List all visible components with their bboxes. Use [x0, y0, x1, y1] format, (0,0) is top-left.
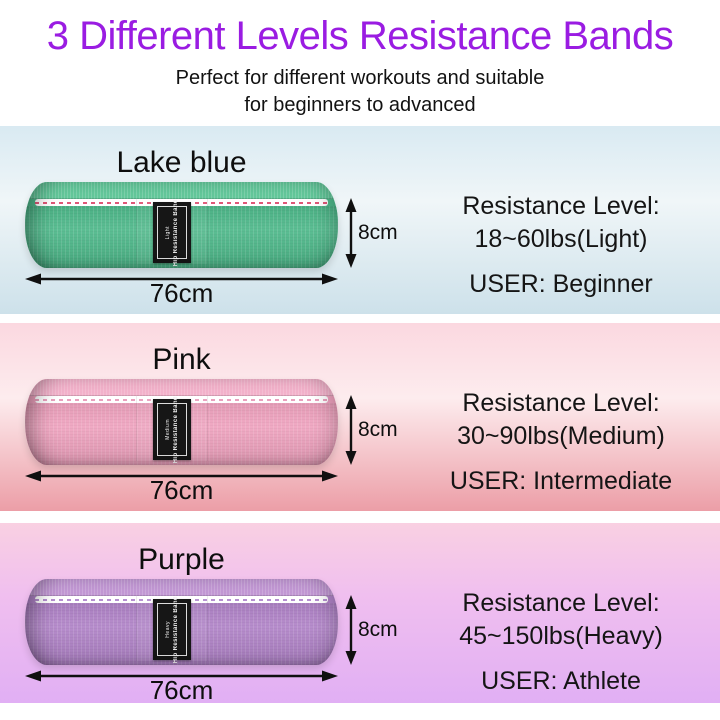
- height-label: 8cm: [358, 418, 398, 441]
- height-arrow-icon: [345, 198, 357, 268]
- resistance-level-value: 18~60lbs(Light): [474, 225, 648, 253]
- band-tag-frame: Light Hip Resistance Band: [157, 199, 188, 266]
- width-label: 76cm: [149, 675, 214, 705]
- band-illustration: Medium Hip Resistance Band: [25, 379, 338, 465]
- band-tag-level: Medium: [165, 419, 172, 440]
- subtitle-line-1: Perfect for different workouts and suita…: [175, 67, 545, 89]
- user-label: USER: Intermediate: [449, 467, 673, 495]
- color-name-label: Purple: [138, 543, 225, 576]
- height-dimension: 8cm: [343, 595, 398, 665]
- height-arrow-icon: [345, 395, 357, 465]
- height-label: 8cm: [358, 618, 398, 641]
- band-top-rim: [25, 379, 338, 396]
- band-tag: Heavy Hip Resistance Band: [153, 596, 192, 663]
- band-tag: Light Hip Resistance Band: [153, 199, 192, 266]
- band-illustration: Light Hip Resistance Band: [25, 182, 338, 268]
- user-label: USER: Beginner: [469, 270, 653, 298]
- height-arrow-icon: [345, 595, 357, 665]
- width-label: 76cm: [149, 278, 214, 308]
- height-dimension: 8cm: [343, 198, 398, 268]
- page-title: 3 Different Levels Resistance Bands: [46, 14, 674, 58]
- band-tag-title: Hip Resistance Band: [173, 395, 180, 464]
- section-pink: Pink Medium Hip Resistance Band 76cm: [0, 323, 720, 511]
- subtitle-line-2: for beginners to advanced: [244, 94, 476, 116]
- band-tag-title: Hip Resistance Band: [173, 198, 180, 267]
- band-illustration: Heavy Hip Resistance Band: [25, 579, 338, 665]
- section-purple: Purple Heavy Hip Resistance Band 76cm: [0, 523, 720, 705]
- height-label: 8cm: [358, 221, 398, 244]
- resistance-level-label: Resistance Level:: [462, 389, 660, 417]
- width-arrow-icon: [25, 273, 338, 285]
- band-tag-level: Light: [165, 225, 172, 240]
- resistance-level-value: 30~90lbs(Medium): [457, 422, 665, 450]
- band-tag-level: Heavy: [165, 621, 172, 638]
- resistance-level-label: Resistance Level:: [462, 192, 660, 220]
- page-subtitle: Perfect for different workouts and suita…: [0, 65, 720, 119]
- header: 3 Different Levels Resistance Bands Perf…: [0, 0, 720, 126]
- color-name-label: Lake blue: [116, 146, 247, 179]
- width-label: 76cm: [149, 475, 214, 505]
- width-arrow-icon: [25, 670, 338, 682]
- band-tag: Medium Hip Resistance Band: [153, 396, 192, 463]
- resistance-level-label: Resistance Level:: [462, 589, 660, 617]
- section-lake-blue: Lake blue Light Hip Resistance Band 76cm: [0, 126, 720, 314]
- user-label: USER: Athlete: [481, 667, 641, 695]
- band-top-rim: [25, 182, 338, 199]
- band-top-rim: [25, 579, 338, 596]
- band-tag-frame: Medium Hip Resistance Band: [157, 396, 188, 463]
- band-tag-title: Hip Resistance Band: [173, 595, 180, 664]
- color-name-label: Pink: [152, 343, 211, 376]
- height-dimension: 8cm: [343, 395, 398, 465]
- width-arrow-icon: [25, 470, 338, 482]
- band-tag-frame: Heavy Hip Resistance Band: [157, 596, 188, 663]
- resistance-level-value: 45~150lbs(Heavy): [459, 622, 663, 650]
